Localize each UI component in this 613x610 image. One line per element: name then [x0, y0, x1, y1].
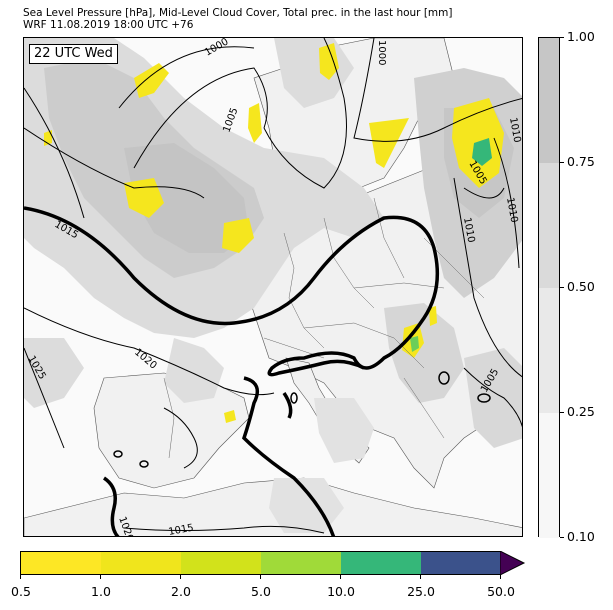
precip-band	[341, 552, 421, 574]
precip-band	[101, 552, 181, 574]
weather-map: 1000 1005 1010 1015 1020 1025 1000 1005 …	[23, 37, 523, 537]
precip-extend-arrow	[500, 551, 526, 575]
colorbar-tick	[180, 575, 181, 579]
isobar-label: 1000	[376, 40, 387, 65]
country-borders	[163, 197, 485, 459]
cloud-cover-tick-label: 0.75	[567, 154, 595, 169]
isobar-label: 1010	[504, 197, 519, 224]
isobar-islands	[113, 371, 491, 468]
precip-band	[421, 552, 501, 574]
colorbar-tick	[560, 287, 564, 288]
cloud-cover-band	[539, 288, 559, 413]
cloud-cover-tick-label: 0.50	[567, 279, 595, 294]
valid-time-label: 22 UTC Wed	[29, 44, 118, 64]
precipitation-colorbar	[20, 551, 501, 575]
precip-band	[261, 552, 341, 574]
precip-tick-label: 1.0	[91, 584, 111, 599]
chart-title: Sea Level Pressure [hPa], Mid-Level Clou…	[23, 7, 453, 19]
cloud-cover-tick-label: 0.10	[567, 529, 595, 544]
colorbar-tick	[340, 575, 341, 579]
isobar-label: 1010	[507, 117, 522, 144]
precip-tick-label: 25.0	[407, 584, 435, 599]
isobar-1015-thick	[24, 206, 440, 536]
isobar-label: 1010	[461, 217, 476, 244]
cloud-cover-tick-label: 0.25	[567, 404, 595, 419]
model-run-subtitle: WRF 11.08.2019 18:00 UTC +76	[23, 19, 194, 31]
colorbar-tick	[560, 537, 564, 538]
precip-tick-label: 0.5	[11, 584, 31, 599]
precip-tick-label: 2.0	[171, 584, 191, 599]
precip-band	[21, 552, 101, 574]
cloud-cover-band	[539, 163, 559, 288]
colorbar-tick	[560, 37, 564, 38]
colorbar-tick	[100, 575, 101, 579]
precip-tick-label: 50.0	[487, 584, 515, 599]
precip-band	[181, 552, 261, 574]
precip-tick-label: 10.0	[327, 584, 355, 599]
cloud-cover-band	[539, 38, 559, 163]
cloud-cover-band	[539, 413, 559, 538]
cloud-cover-tick-label: 1.00	[567, 29, 595, 44]
colorbar-tick	[560, 412, 564, 413]
isobar-label: 1015	[168, 523, 195, 537]
colorbar-tick	[20, 575, 21, 579]
cloud-cover-colorbar	[538, 37, 560, 538]
colorbar-tick	[500, 575, 501, 579]
precip-tick-label: 5.0	[251, 584, 271, 599]
colorbar-tick	[260, 575, 261, 579]
isobars	[24, 38, 522, 534]
colorbar-tick	[420, 575, 421, 579]
colorbar-tick	[560, 162, 564, 163]
